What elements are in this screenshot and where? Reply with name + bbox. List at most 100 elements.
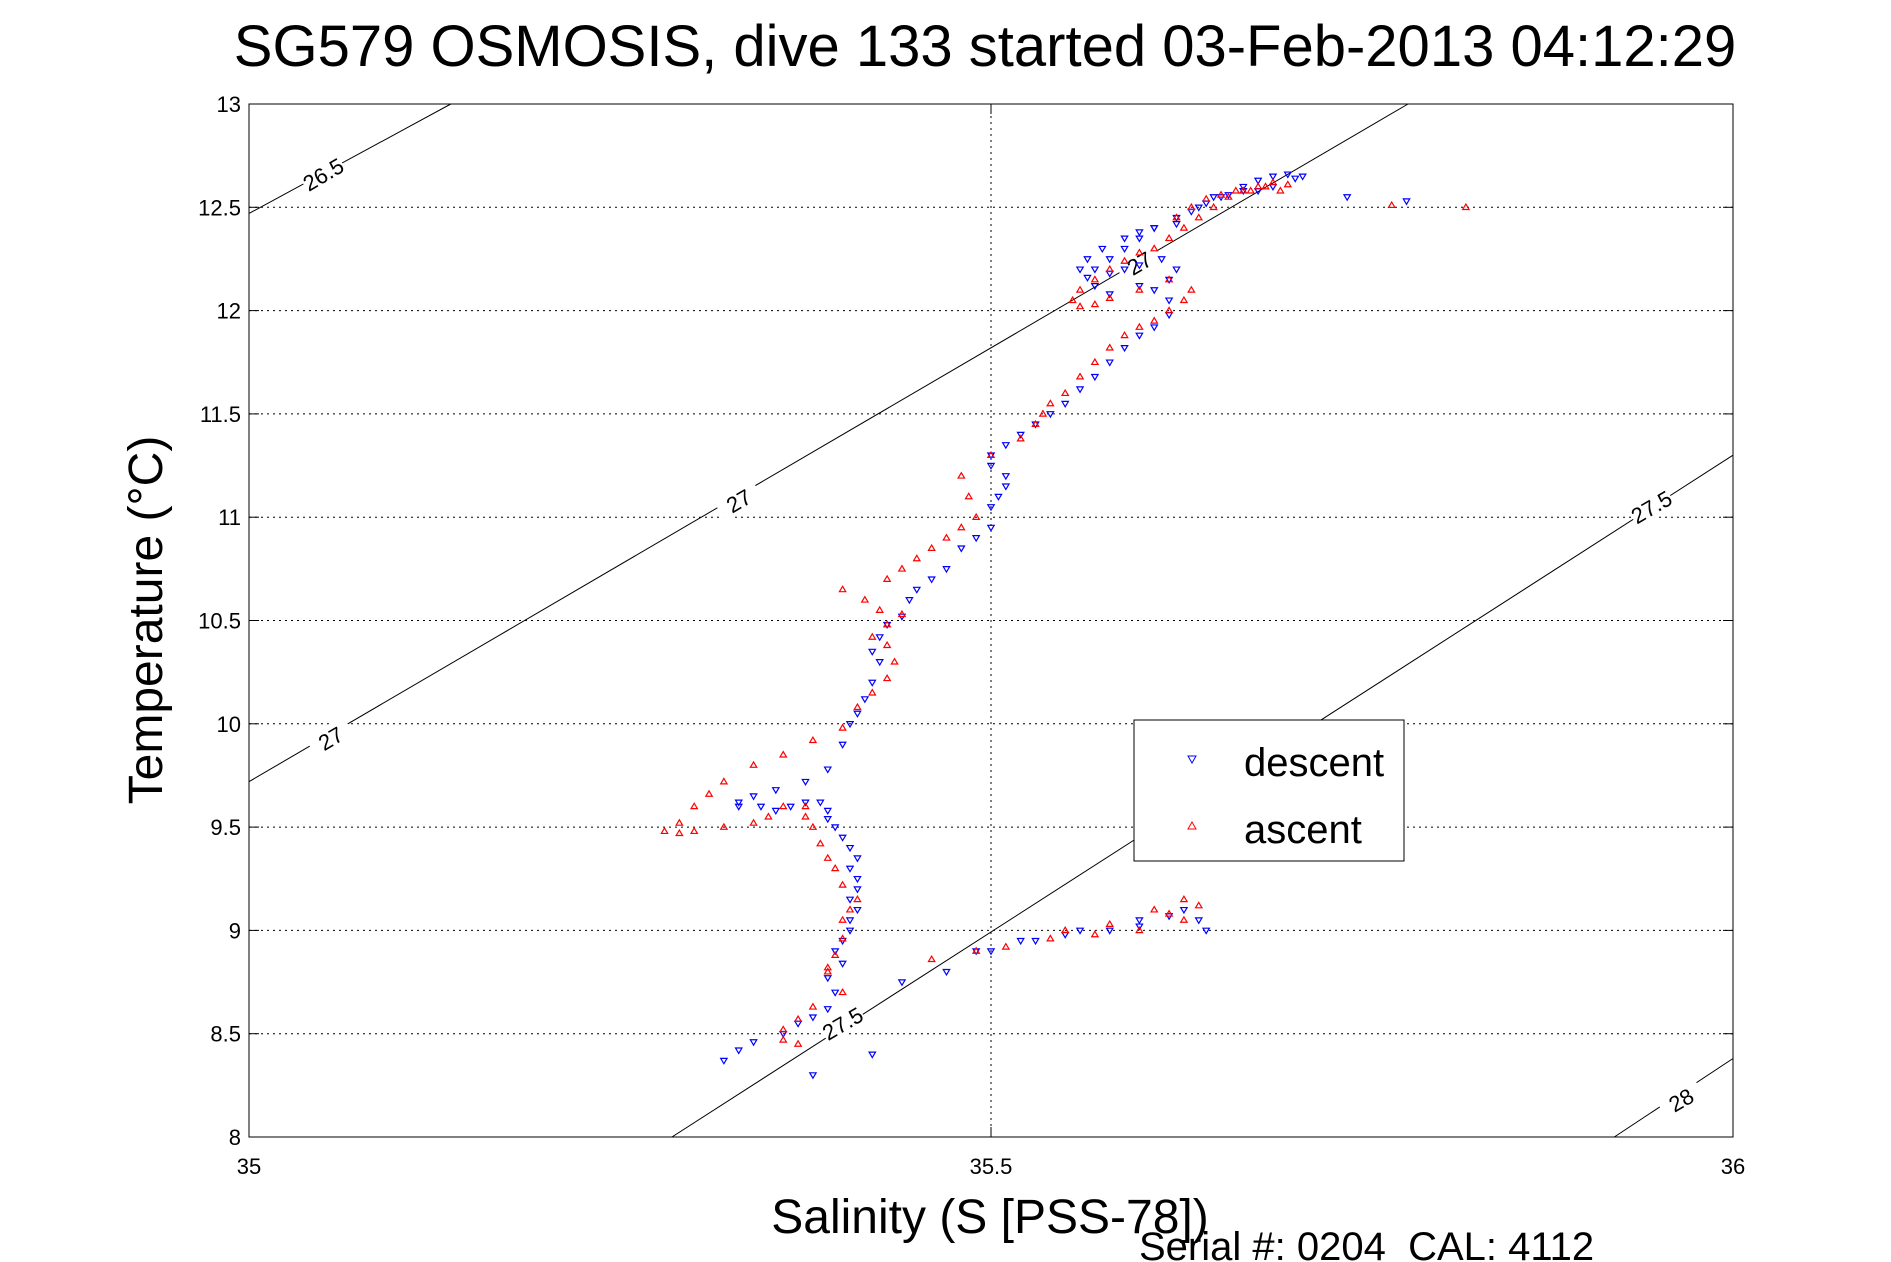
ascent-point <box>1179 295 1189 304</box>
descent-point <box>986 524 996 532</box>
descent-point <box>1157 256 1166 264</box>
contour-label-bg <box>1113 240 1164 284</box>
descent-point <box>868 648 877 656</box>
descent-point <box>1135 917 1144 925</box>
ascent-point <box>1164 909 1174 917</box>
descent-point <box>1194 917 1204 925</box>
y-tick-label: 10 <box>217 712 241 737</box>
legend-box <box>1133 719 1405 862</box>
descent-point <box>1268 173 1278 181</box>
contour-label-bg <box>1625 484 1676 528</box>
ascent-point <box>823 963 833 971</box>
legend: descent ascent <box>1133 719 1405 862</box>
contour-label-bg <box>817 1001 868 1044</box>
y-tick-label: 9.5 <box>210 815 241 840</box>
ascent-point <box>957 471 966 479</box>
ascent-point <box>1179 895 1189 903</box>
legend-ascent-marker <box>1187 820 1197 830</box>
ascent-point <box>1164 306 1174 314</box>
ascent-point <box>882 574 892 582</box>
descent-point <box>786 803 795 811</box>
descent-point <box>942 968 951 977</box>
descent-point <box>1083 256 1092 264</box>
ascent-point <box>986 450 996 459</box>
ascent-point <box>749 818 758 826</box>
ascent-point <box>1135 248 1144 256</box>
descent-point <box>1135 262 1144 270</box>
legend-descent-label: descent <box>1244 741 1384 785</box>
descent-point <box>1031 937 1040 946</box>
ascent-point <box>1105 919 1114 928</box>
descent-point <box>734 803 743 811</box>
ascent-point <box>1179 915 1189 923</box>
ascent-point <box>830 864 840 872</box>
ascent-point <box>1075 285 1085 293</box>
ascent-point <box>838 915 847 923</box>
ascent-point <box>1060 926 1070 934</box>
ascent-point <box>1135 285 1144 293</box>
ascent-point <box>868 632 877 640</box>
descent-point <box>986 948 996 956</box>
ascent-point <box>1239 186 1248 194</box>
y-axis-ticks: 8 8.5 9 9.5 10 10.5 11 11.5 12 12.5 13 <box>198 92 1733 1150</box>
ascent-point <box>1216 190 1226 198</box>
ascent-point <box>1105 293 1114 302</box>
descent-point <box>1135 923 1144 931</box>
x-tick-label: 35.5 <box>970 1154 1013 1179</box>
x-axis-ticks: 35 35.5 36 <box>237 104 1745 1179</box>
descent-point <box>875 634 884 642</box>
ascent-point <box>927 954 936 963</box>
ascent-point <box>1187 285 1196 293</box>
ascent-point <box>719 777 729 785</box>
descent-point <box>1194 204 1204 212</box>
descent-point <box>1120 266 1129 274</box>
ascent-point <box>830 950 840 958</box>
data-series <box>660 171 1471 1080</box>
descent-point <box>897 979 907 987</box>
descent-point <box>845 721 855 729</box>
descent-point <box>838 960 847 968</box>
ascent-point <box>1276 186 1285 194</box>
ascent-point <box>1120 256 1129 264</box>
descent-point <box>1342 194 1352 202</box>
descent-point <box>1098 245 1107 253</box>
descent-point <box>1135 229 1144 237</box>
y-tick-label: 9 <box>229 918 241 943</box>
descent-point <box>868 1051 877 1059</box>
ascent-point <box>823 853 833 861</box>
descent-point <box>801 799 810 807</box>
ascent-point <box>1031 419 1040 428</box>
descent-point <box>957 545 966 553</box>
descent-point <box>1090 266 1100 274</box>
ascent-point <box>897 564 907 572</box>
descent-point <box>994 493 1003 501</box>
ascent-point <box>704 789 714 797</box>
descent-point <box>823 807 833 815</box>
ascent-point <box>1179 223 1189 231</box>
ascent-point <box>964 492 973 500</box>
ascent-point <box>853 702 862 711</box>
ascent-point <box>1068 295 1077 304</box>
descent-point <box>771 787 781 795</box>
ascent-point <box>882 640 892 649</box>
ascent-point <box>675 828 684 837</box>
ascent-point <box>778 750 788 758</box>
ascent-point <box>1075 302 1085 310</box>
contour-label-bg <box>297 151 348 195</box>
descent-point <box>808 1072 818 1080</box>
ascent-point <box>942 533 951 541</box>
ascent-point <box>1283 180 1293 188</box>
ascent-point <box>1120 331 1129 339</box>
x-tick-label: 36 <box>1721 1154 1745 1179</box>
legend-descent-marker <box>1187 755 1197 765</box>
ascent-point <box>1001 942 1011 950</box>
ascent-point <box>845 905 855 913</box>
ascent-point <box>957 523 966 531</box>
descent-point <box>830 989 840 997</box>
descent-point <box>1135 283 1144 291</box>
descent-point <box>823 975 833 983</box>
ascent-point <box>1201 194 1211 202</box>
ascent-point <box>808 822 818 830</box>
